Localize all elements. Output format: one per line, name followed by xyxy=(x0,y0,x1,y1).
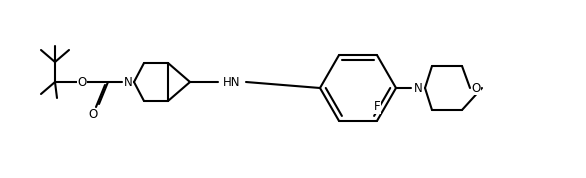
Text: N: N xyxy=(124,75,132,88)
Text: O: O xyxy=(471,82,481,95)
Text: O: O xyxy=(77,75,87,88)
Text: HN: HN xyxy=(223,75,241,88)
Text: O: O xyxy=(88,109,98,122)
Text: N: N xyxy=(414,82,423,95)
Text: F: F xyxy=(374,100,380,113)
